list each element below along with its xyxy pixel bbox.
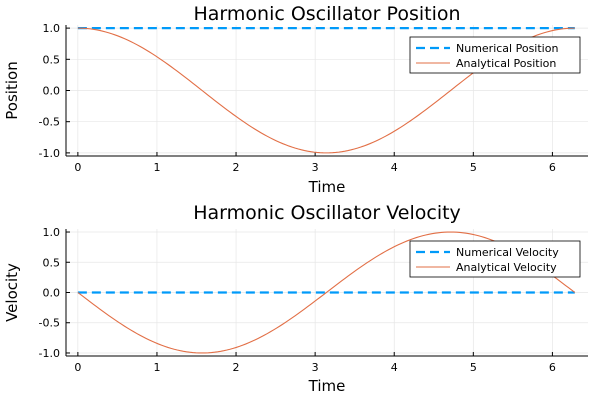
position-legend-label: Analytical Position	[456, 57, 556, 70]
position-y-tick-label: 0.0	[43, 85, 61, 98]
velocity-x-tick-label: 3	[312, 361, 319, 374]
velocity-x-tick-label: 2	[233, 361, 240, 374]
velocity-y-tick-label: -1.0	[39, 347, 60, 360]
position-y-label: Position	[3, 61, 21, 119]
position-legend-label: Numerical Position	[456, 42, 558, 55]
position-x-tick-label: 4	[391, 161, 398, 174]
position-x-tick-label: 1	[153, 161, 160, 174]
velocity-y-tick-label: 0.0	[43, 287, 61, 300]
position-x-tick-label: 0	[74, 161, 81, 174]
velocity-x-tick-label: 1	[153, 361, 160, 374]
position-x-tick-label: 3	[312, 161, 319, 174]
position-legend-box	[409, 36, 581, 74]
position-y-tick-label: -1.0	[39, 147, 60, 160]
position-x-tick-label: 5	[470, 161, 477, 174]
velocity-y-label: Velocity	[3, 263, 21, 322]
velocity-x-tick-label: 4	[391, 361, 398, 374]
position-y-tick-label: 1.0	[43, 22, 61, 35]
velocity-y-tick-label: 1.0	[43, 226, 61, 239]
velocity-x-tick-label: 5	[470, 361, 477, 374]
position-panel: 0 1 2 3 4 5 6 -1.0 -0.5 0.0 0.5 1.0 Numerical Positi…	[3, 3, 588, 196]
velocity-x-tick-label: 6	[549, 361, 556, 374]
velocity-x-label: Time	[308, 377, 346, 395]
velocity-legend-label: Numerical Velocity	[456, 246, 559, 259]
position-y-tick-label: -0.5	[39, 116, 60, 129]
velocity-y-tick-label: 0.5	[43, 256, 61, 269]
position-title: Harmonic Oscillator Position	[193, 3, 460, 25]
velocity-legend-box	[409, 240, 581, 278]
velocity-panel: 0 1 2 3 4 5 6 -1.0 -0.5 0.0 0.5 1.0 Numerical Veloci…	[3, 202, 588, 395]
position-x-label: Time	[308, 178, 346, 196]
velocity-y-tick-label: -0.5	[39, 317, 60, 330]
velocity-analytical-line	[77, 231, 576, 354]
position-x-tick-label: 6	[549, 161, 556, 174]
velocity-x-tick-label: 0	[74, 361, 81, 374]
velocity-legend-label: Analytical Velocity	[456, 261, 557, 274]
velocity-title: Harmonic Oscillator Velocity	[193, 202, 461, 224]
position-y-tick-label: 0.5	[43, 53, 61, 66]
position-x-tick-label: 2	[233, 161, 240, 174]
